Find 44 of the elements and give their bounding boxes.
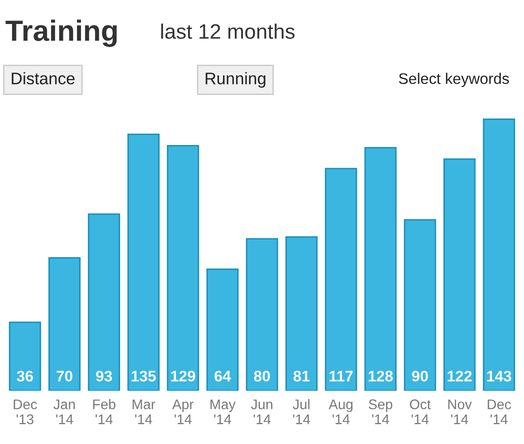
x-tick-label: May '14 [210,400,236,424]
bar [88,213,120,391]
bar [166,145,200,391]
bar [206,268,239,391]
data-label: 70 [56,370,72,382]
text: Running [206,72,266,88]
data-label: 90 [412,370,428,382]
x-tick-label: Mar '14 [132,400,156,424]
x-tick-label: Jun '14 [251,400,272,424]
x-tick-label: Sep '14 [368,399,392,424]
x-tick-label: Feb '14 [93,399,116,424]
data-label: 64 [214,370,231,382]
data-label: 80 [254,370,270,382]
bar [364,146,397,391]
data-label: 81 [293,370,310,382]
x-tick-label: Apr '14 [172,400,194,424]
data-label: 117 [330,370,353,382]
data-label: 143 [487,370,512,382]
chart-title: Training [6,20,117,47]
bar [443,158,476,391]
chart-subtitle: last 12 months [161,24,295,39]
x-tick-label: Oct '14 [410,399,431,424]
text: Select keywords [398,72,509,88]
bar [285,236,318,391]
data-label: 128 [368,370,393,382]
x-tick-label: Aug '14 [328,400,352,424]
data-label: 129 [171,370,196,382]
data-label: 135 [132,370,156,382]
bar [127,134,160,391]
bar [48,257,81,391]
bar [324,168,358,391]
x-tick-label: Dec '13 [14,400,37,424]
text: Distance [12,72,75,84]
x-tick-label: Nov '14 [448,400,472,424]
data-label: 36 [16,370,33,382]
data-label: 93 [96,370,112,382]
bar [246,238,278,391]
x-tick-label: Jan '14 [54,400,75,424]
data-label: 122 [448,370,472,382]
x-tick-label: Jul '14 [292,399,310,424]
bar [404,219,436,391]
x-tick-label: Dec '14 [488,400,511,424]
bar [482,118,516,391]
bar [8,322,42,391]
